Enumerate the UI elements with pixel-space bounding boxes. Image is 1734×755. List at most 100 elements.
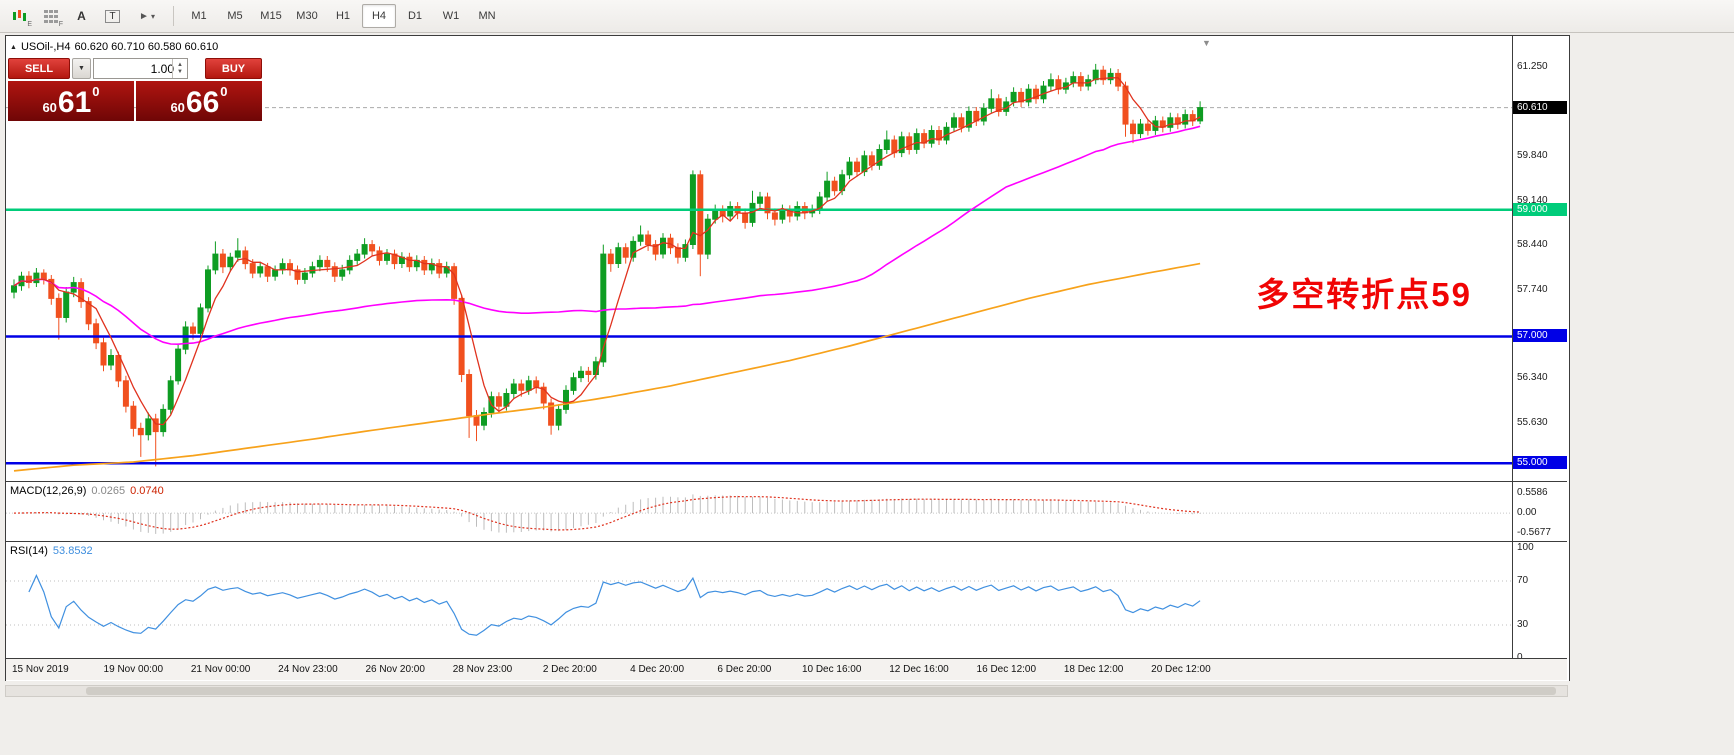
icon-sub-label: F (58, 21, 63, 28)
time-tick-label: 19 Nov 00:00 (103, 664, 164, 675)
timeframe-button-m1[interactable]: M1 (191, 10, 207, 22)
main-chart-svg[interactable] (6, 36, 1512, 481)
timeframe-group: M1 M5 M15 M30 H1 H4 D1 W1 MN (181, 4, 505, 28)
icon-sub-label: E (27, 21, 32, 28)
price-axis[interactable]: 61.250 59.840 59.140 58.440 57.740 56.340 55.6… (1513, 36, 1567, 481)
axis-tick: 0.5586 (1517, 487, 1548, 499)
price-badge: 59.000 (1513, 202, 1567, 216)
time-tick-label: 12 Dec 16:00 (889, 664, 949, 675)
spinner-up-icon[interactable]: ▲ (177, 61, 183, 68)
timeframe-button-m5[interactable]: M5 (227, 10, 243, 22)
buy-price-sup: 0 (220, 84, 228, 99)
symbol-timeframe-label: USOil-,H4 (20, 41, 71, 53)
axis-border (1512, 36, 1513, 659)
price-badge: 60.610 (1513, 100, 1567, 114)
panel-separator[interactable] (6, 481, 1567, 482)
cursor-glyph: ► (139, 10, 149, 22)
textbox-icon[interactable]: T (98, 3, 127, 29)
time-tick-label: 15 Nov 2019 (12, 664, 69, 675)
price-badge: 57.000 (1513, 329, 1567, 343)
rsi-name: RSI(14) (10, 545, 48, 557)
volume-dropdown-button[interactable]: ▼ (72, 58, 91, 79)
rsi-axis[interactable]: 100 70 30 0 (1513, 542, 1567, 663)
grid-icon[interactable]: F (36, 3, 65, 29)
sell-button[interactable]: SELL (8, 58, 70, 79)
chart-text-annotation[interactable]: 多空转折点59 (1256, 276, 1472, 313)
macd-name: MACD(12,26,9) (10, 485, 87, 497)
ohlc-values: 60.620 60.710 60.580 60.610 (74, 41, 219, 53)
timeframe-button-d1[interactable]: D1 (407, 10, 423, 22)
macd-signal-value: 0.0740 (130, 485, 164, 497)
main-chart-plot[interactable]: ▲ USOil-,H4 60.620 60.710 60.580 60.610 … (6, 36, 1512, 481)
timeframe-button-h1[interactable]: H1 (335, 10, 351, 22)
axis-tick: 100 (1517, 542, 1534, 553)
axis-tick: 0.00 (1517, 507, 1537, 519)
one-click-toggle-icon[interactable]: ▲ (10, 43, 17, 51)
volume-box: ▲ ▼ (93, 58, 188, 79)
buy-price-prefix: 60 (170, 100, 185, 115)
grid-glyph (43, 9, 58, 23)
axis-tick: 61.250 (1517, 61, 1548, 73)
cursor-tool-icon[interactable]: ► ▾ (129, 3, 165, 29)
timeframe-button-m15[interactable]: M15 (260, 10, 282, 22)
time-tick-label: 24 Nov 23:00 (278, 664, 338, 675)
axis-tick: 70 (1517, 575, 1529, 586)
text-label-icon[interactable]: A (67, 3, 96, 29)
rsi-panel[interactable]: RSI(14) 53.8532 (6, 542, 1512, 658)
ohlc-header: ▲ USOil-,H4 60.620 60.710 60.580 60.610 (10, 41, 218, 53)
rsi-value: 53.8532 (52, 545, 93, 557)
sell-price-prefix: 60 (42, 100, 57, 115)
time-tick-label: 6 Dec 20:00 (717, 664, 772, 675)
timeframe-button-m30[interactable]: M30 (296, 10, 318, 22)
timeframe-button-h4[interactable]: H4 (362, 4, 396, 28)
time-tick-label: 10 Dec 16:00 (801, 664, 862, 675)
axis-tick: 59.840 (1517, 150, 1548, 162)
time-tick-label: 28 Nov 23:00 (452, 664, 513, 675)
time-tick-label: 4 Dec 20:00 (630, 664, 685, 675)
axis-tick: 58.440 (1517, 239, 1548, 251)
candlestick-chart-icon[interactable]: E (5, 3, 34, 29)
axis-tick: -0.5677 (1517, 527, 1551, 539)
horizontal-scrollbar[interactable] (5, 685, 1568, 697)
time-axis[interactable]: 15 Nov 2019 19 Nov 00:00 21 Nov 00:00 24 No… (6, 659, 1567, 680)
panel-separator[interactable] (6, 658, 1567, 659)
spinner-down-icon[interactable]: ▼ (177, 68, 183, 75)
chevron-down-icon: ▼ (78, 65, 85, 72)
time-tick-label: 21 Nov 00:00 (190, 664, 251, 675)
letter-a: A (77, 9, 86, 23)
macd-panel[interactable]: MACD(12,26,9) 0.0265 0.0740 (6, 482, 1512, 541)
sell-price-sup: 0 (92, 84, 100, 99)
rsi-title: RSI(14) 53.8532 (10, 545, 93, 557)
axis-tick: 57.740 (1517, 283, 1548, 295)
chart-shift-marker-icon[interactable]: ▼ (1202, 38, 1211, 48)
toolbar: E F A T ► ▾ M1 M5 M15 M30 H1 H4 D1 W1 MN (0, 0, 1734, 33)
one-click-trade-panel: SELL ▼ ▲ ▼ BUY 60 61 0 (8, 58, 262, 121)
candlestick-glyph (12, 10, 26, 21)
buy-button[interactable]: BUY (205, 58, 262, 79)
chevron-down-icon: ▾ (150, 11, 155, 21)
bottom-strip (0, 681, 1734, 755)
time-tick-label: 18 Dec 12:00 (1063, 664, 1124, 675)
buy-price-big: 66 (185, 86, 220, 119)
time-tick-label: 16 Dec 12:00 (976, 664, 1037, 675)
macd-axis[interactable]: 0.5586 0.00 -0.5677 (1513, 482, 1567, 541)
timeframe-button-mn[interactable]: MN (478, 10, 496, 22)
time-tick-label: 26 Nov 20:00 (365, 664, 425, 675)
scrollbar-thumb[interactable] (86, 687, 1556, 695)
chart-window: ▲ USOil-,H4 60.620 60.710 60.580 60.610 … (5, 35, 1570, 683)
macd-title: MACD(12,26,9) 0.0265 0.0740 (10, 485, 164, 497)
macd-main-value: 0.0265 (91, 485, 126, 497)
panel-separator[interactable] (6, 541, 1567, 542)
buy-price-display[interactable]: 60 66 0 (136, 81, 262, 121)
axis-tick: 0 (1517, 652, 1523, 663)
price-badge: 55.000 (1513, 456, 1567, 470)
time-tick-label: 20 Dec 12:00 (1151, 664, 1211, 675)
axis-tick: 30 (1517, 619, 1529, 630)
axis-tick: 56.340 (1517, 372, 1548, 384)
rsi-svg (6, 574, 1512, 636)
time-tick-label: 2 Dec 20:00 (542, 664, 597, 675)
timeframe-button-w1[interactable]: W1 (442, 10, 460, 22)
sell-price-display[interactable]: 60 61 0 (8, 81, 134, 121)
volume-input[interactable] (94, 59, 176, 78)
volume-stepper[interactable]: ▲ ▼ (172, 59, 187, 78)
